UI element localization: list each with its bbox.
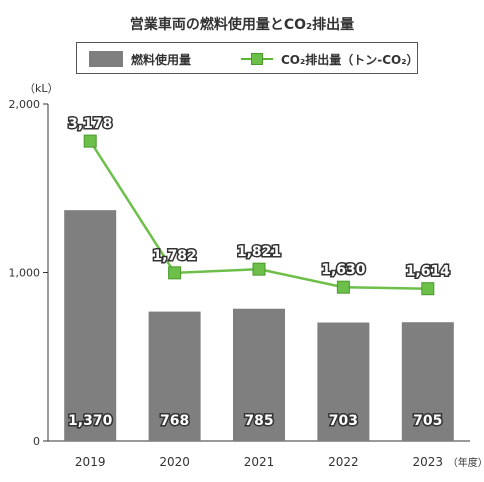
chart-title: 営業車両の燃料使用量とCO₂排出量 [129, 17, 355, 33]
co2-value-label: 1,782 [152, 248, 196, 264]
x-tick-label: 2019 [75, 455, 106, 469]
bar-value-label: 1,370 [68, 413, 113, 429]
legend-label-co2: CO₂排出量（トン-CO₂） [281, 52, 419, 67]
co2-point-2023 [421, 282, 435, 296]
bar-2020 [148, 311, 201, 441]
y-axis-unit: （kL） [24, 82, 59, 95]
x-tick-label: 2022 [328, 455, 359, 469]
co2-point-2021 [252, 262, 266, 276]
co2-value-label: 3,178 [68, 116, 112, 132]
legend-label-fuel: 燃料使用量 [131, 52, 192, 67]
bar-2021 [233, 308, 285, 441]
x-tick-label: 2020 [159, 455, 190, 469]
y-tick-label: 2,000 [9, 98, 41, 111]
x-tick-label: 2021 [244, 455, 275, 469]
co2-point-2019 [83, 134, 97, 148]
legend: 燃料使用量 CO₂排出量（トン-CO₂） [76, 42, 419, 74]
legend-line-swatch [241, 51, 273, 67]
legend-bar-swatch [89, 51, 123, 67]
bar-value-label: 768 [160, 413, 189, 429]
bar-value-label: 705 [413, 413, 442, 429]
y-tick-label: 1,000 [9, 267, 41, 280]
co2-value-label: 1,614 [406, 264, 451, 280]
legend-item-co2: CO₂排出量（トン-CO₂） [241, 50, 419, 68]
co2-point-2020 [168, 266, 182, 280]
co2-point-2022 [336, 280, 350, 294]
bar-2019 [64, 210, 117, 441]
bar-value-label: 703 [329, 413, 358, 429]
x-axis-unit: （年度） [448, 456, 484, 469]
x-tick-label: 2023 [413, 455, 444, 469]
bar-2023 [401, 322, 454, 441]
bar-2022 [317, 322, 370, 441]
bar-value-label: 785 [244, 413, 273, 429]
legend-item-fuel: 燃料使用量 [89, 50, 191, 68]
co2-value-label: 1,630 [321, 262, 366, 278]
y-tick-label: 0 [33, 435, 40, 448]
co2-value-label: 1,821 [237, 244, 281, 260]
